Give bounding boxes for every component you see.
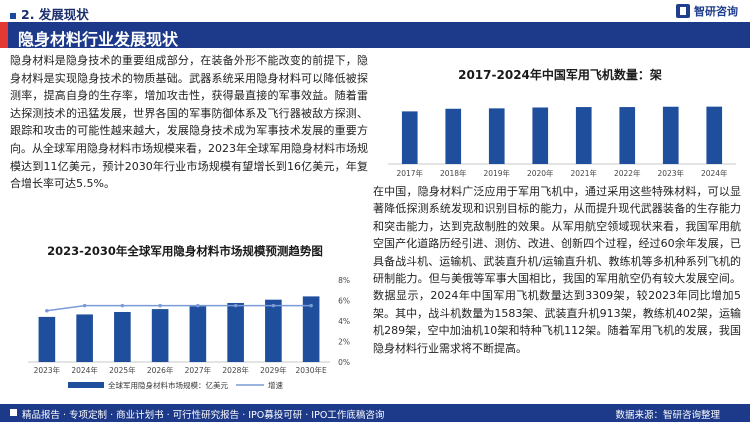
chart2-x-tick: 2023年: [657, 168, 684, 178]
chart1-legend-line-label: 增速: [268, 380, 283, 390]
brand-logo-text: 智研咨询: [694, 5, 738, 18]
chart2-x-tick: 2024年: [701, 168, 728, 178]
chart1-bar: [265, 299, 282, 362]
footer-bar: [0, 404, 750, 422]
global-market-chart: 2023年 2024年 2025年 2026年 2027年 2028年 2029年 2030年…: [28, 276, 350, 390]
chart1-bar: [38, 316, 56, 362]
chart2-bar: [488, 108, 505, 164]
section-title-text: 2. 发展现状: [21, 7, 89, 22]
chart1-legend-bar-swatch: [68, 382, 104, 388]
chart2-bar: [706, 106, 723, 164]
chart1-growth-point: [309, 303, 313, 308]
chart1-bar: [189, 306, 207, 362]
chart1-growth-point: [120, 303, 125, 308]
chart1-right-tick: 8%: [338, 276, 350, 285]
chart2-title: 2017-2024年中国军用飞机数量：架: [458, 68, 662, 82]
chart1-x-tick: 2023年: [34, 365, 61, 375]
chart1-bar: [114, 311, 131, 362]
chart1-bar: [151, 309, 169, 362]
chart2-x-tick: 2017年: [396, 168, 423, 178]
chart1-growth-line: [46, 304, 312, 312]
chart1-x-tick: 2030年E: [295, 365, 327, 375]
chart1-right-tick: 2%: [338, 338, 350, 347]
chart1-x-tick: 2026年: [147, 365, 174, 375]
chart2-bar: [401, 111, 418, 164]
top-bar: 2. 发展现状 智研咨询: [0, 0, 750, 22]
chart2-bar: [662, 106, 679, 164]
banner-accent: [0, 22, 8, 48]
section-title: 2. 发展现状: [10, 4, 89, 23]
chart2-x-tick: 2018年: [440, 168, 467, 178]
chart2-bar: [575, 107, 592, 164]
chart1-right-tick: 0%: [338, 358, 350, 367]
chart1-x-tick: 2029年: [260, 365, 287, 375]
report-icon: [10, 409, 17, 416]
section-bullet-icon: [10, 12, 16, 19]
chart1-growth-point: [233, 303, 238, 308]
chart1-growth-point: [45, 308, 49, 313]
chart2-x-tick: 2022年: [614, 168, 641, 178]
page-title: 隐身材料行业发展现状: [18, 30, 179, 49]
chart2-bar: [619, 107, 636, 164]
chart2-x-tick: 2020年: [527, 168, 554, 178]
chart1-x-tick: 2028年: [222, 365, 249, 375]
chart1-x-tick: 2024年: [71, 365, 98, 375]
china-aircraft-chart: 2017年 2018年 2019年 2020年 2021年 2022年 2023年 2024年: [388, 106, 736, 178]
chart1-bar: [76, 314, 93, 362]
chart2-x-tick: 2019年: [483, 168, 510, 178]
footer-services: 精品报告 · 专项定制 · 商业计划书 · 可行性研究报告 · IPO募投可研 …: [22, 410, 385, 421]
brand-logo: 智研咨询: [676, 3, 738, 19]
chart1-growth-point: [196, 303, 200, 308]
chart2-bar: [445, 108, 462, 164]
chart2-x-tick: 2021年: [570, 168, 597, 178]
chart1-bar: [227, 302, 244, 362]
chart1-x-tick: 2025年: [109, 365, 136, 375]
chart1-title: 2023-2030年全球军用隐身材料市场规模预测趋势图: [47, 244, 323, 258]
chart1-growth-point: [271, 303, 276, 308]
chart1-right-tick: 6%: [338, 297, 350, 306]
footer-source: 数据来源：智研咨询整理: [615, 410, 720, 421]
brand-logo-icon: [676, 4, 690, 18]
chart1-growth-point: [158, 303, 162, 308]
chart1-growth-point: [82, 303, 87, 308]
chart1-bar: [302, 296, 320, 362]
chart1-legend-bar-label: 全球军用隐身材料市场规模：亿美元: [108, 380, 228, 390]
analysis-paragraph: 在中国，隐身材料广泛应用于军用飞机中，通过采用这些特殊材料，可以显著降低探测系统…: [373, 185, 741, 355]
chart1-right-tick: 4%: [338, 317, 350, 326]
chart1-x-tick: 2027年: [185, 365, 212, 375]
chart2-bar: [532, 107, 549, 164]
intro-paragraph: 隐身材料是隐身技术的重要组成部分，在装备外形不能改变的前提下，隐身材料是实现隐身…: [10, 54, 368, 191]
title-banner: [0, 22, 750, 48]
